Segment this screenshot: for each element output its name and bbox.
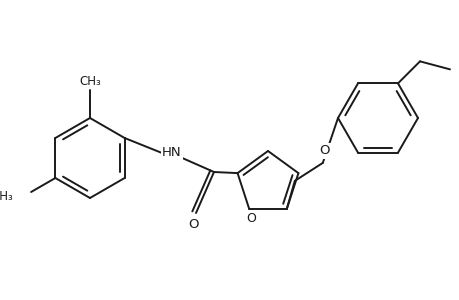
Text: O: O [319,144,330,158]
Text: O: O [188,218,199,232]
Text: O: O [246,212,256,225]
Text: CH₃: CH₃ [0,190,13,203]
Text: CH₃: CH₃ [79,74,101,88]
Text: HN: HN [162,146,181,158]
